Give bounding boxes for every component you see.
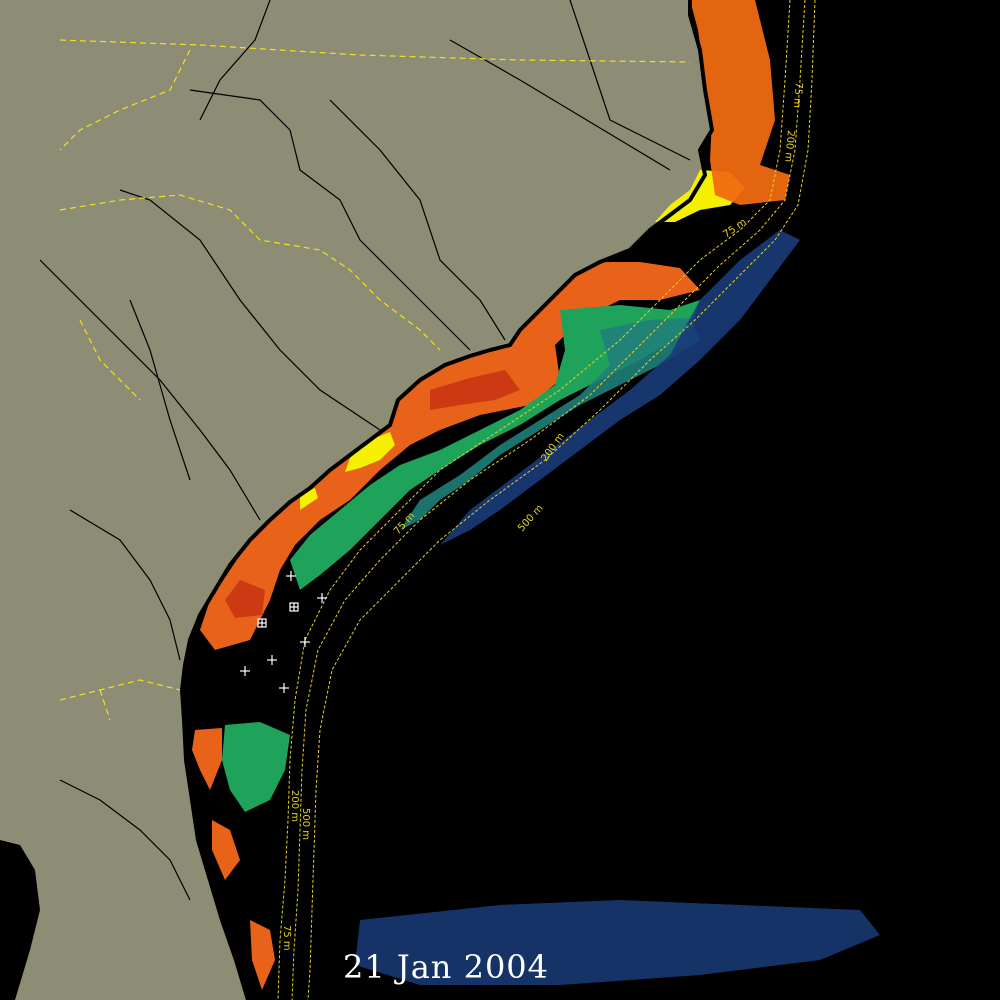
boxed-marker: [289, 602, 299, 612]
contour-75m: [277, 0, 791, 1000]
sst-green-shelf: [290, 300, 700, 590]
sst-orange-south: [192, 728, 275, 990]
boxed-marker: [257, 618, 267, 628]
sst-teal-shelf: [400, 318, 700, 530]
contour-label-75-south: 75 m: [281, 925, 292, 951]
lower-left-land: [0, 840, 40, 1000]
plus-marker: [240, 666, 250, 676]
plus-marker: [317, 593, 327, 603]
plus-marker: [279, 683, 289, 693]
date-label: 21 Jan 2004: [343, 948, 550, 986]
sst-blue-slope: [440, 230, 800, 545]
contour-label-200-south: 200 m: [289, 790, 300, 822]
sst-yellow-fringe: [300, 432, 395, 510]
contour-500m: [307, 0, 816, 1000]
contour-200m: [291, 0, 806, 1000]
contour-label-75-north: 75 m: [791, 82, 804, 109]
rivers: [39, 0, 691, 901]
plus-marker: [300, 637, 310, 647]
land-mass: [0, 0, 712, 1000]
sst-green-south: [222, 722, 290, 812]
plus-marker: [267, 655, 277, 665]
state-borders: [59, 39, 691, 721]
depth-contours: [277, 0, 816, 1000]
contour-label-500-south: 500 m: [300, 808, 311, 840]
sst-orange-north: [690, 0, 790, 205]
sst-blue-south: [355, 900, 880, 985]
station-markers: [240, 571, 327, 693]
plus-marker: [286, 571, 296, 581]
contour-label-200-north: 200 m: [782, 130, 796, 163]
coastline: [179, 0, 715, 1000]
sst-red-accents: [225, 370, 520, 618]
